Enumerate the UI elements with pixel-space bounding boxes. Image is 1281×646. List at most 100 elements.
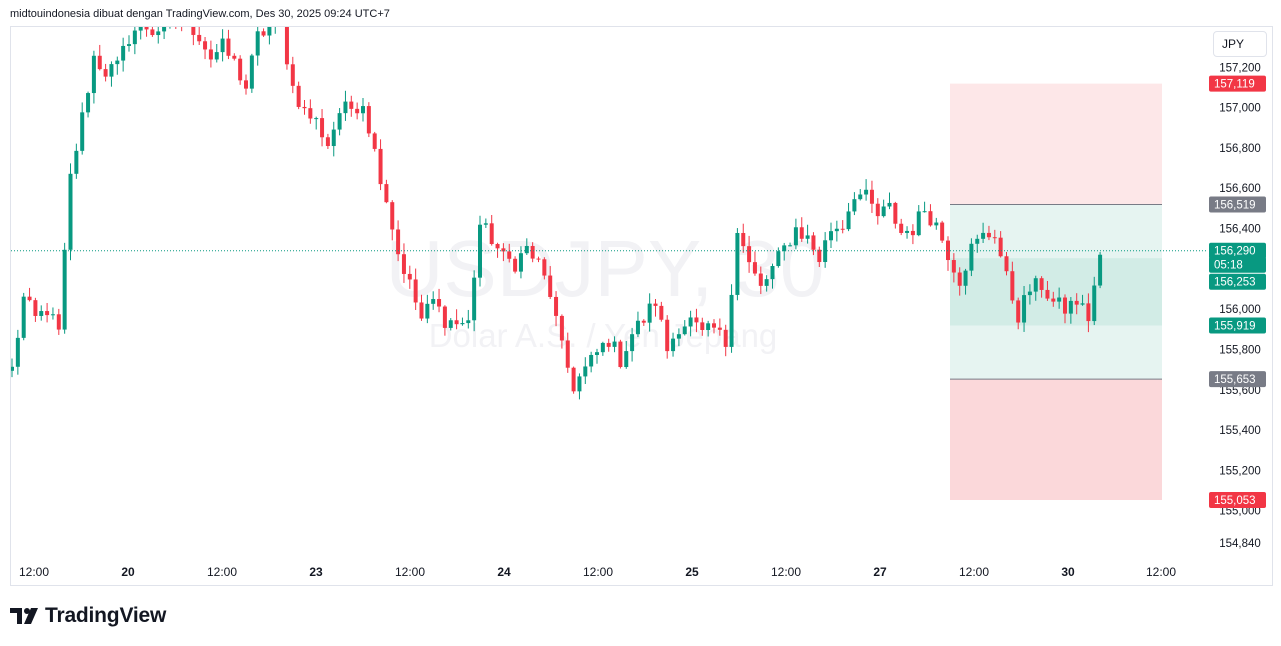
- candle[interactable]: [764, 275, 769, 292]
- candle[interactable]: [279, 14, 283, 26]
- candle[interactable]: [647, 293, 652, 332]
- candle[interactable]: [162, 18, 167, 40]
- price-axis[interactable]: 157,200 157,000 156,800 156,600 156,400 156,0…: [1219, 62, 1261, 550]
- candle[interactable]: [80, 102, 85, 155]
- candle[interactable]: [682, 320, 687, 336]
- candle[interactable]: [817, 246, 822, 267]
- candle[interactable]: [425, 294, 430, 324]
- candle[interactable]: [729, 284, 734, 353]
- candle[interactable]: [261, 28, 266, 37]
- candle[interactable]: [1022, 285, 1027, 332]
- candle[interactable]: [56, 308, 61, 335]
- candle[interactable]: [793, 218, 798, 250]
- candle[interactable]: [331, 121, 336, 157]
- candle[interactable]: [905, 226, 910, 239]
- candle[interactable]: [940, 220, 945, 243]
- candle[interactable]: [1039, 276, 1044, 298]
- candle[interactable]: [1051, 291, 1056, 307]
- candle[interactable]: [197, 26, 202, 45]
- candle[interactable]: [799, 217, 804, 242]
- candle[interactable]: [1016, 297, 1021, 330]
- candle[interactable]: [460, 317, 465, 326]
- candle[interactable]: [284, 14, 289, 70]
- candle[interactable]: [630, 327, 635, 362]
- candle[interactable]: [267, 23, 272, 45]
- candle[interactable]: [881, 199, 886, 218]
- candle[interactable]: [62, 242, 67, 334]
- candle[interactable]: [442, 305, 447, 336]
- current-pnl-zone[interactable]: [950, 258, 1162, 326]
- candle[interactable]: [518, 246, 523, 279]
- candle[interactable]: [21, 292, 26, 341]
- candle[interactable]: [571, 366, 576, 394]
- candle[interactable]: [706, 320, 711, 337]
- candle[interactable]: [589, 351, 594, 373]
- candle[interactable]: [893, 201, 898, 229]
- candle[interactable]: [951, 253, 956, 283]
- candle[interactable]: [208, 40, 213, 68]
- candle[interactable]: [472, 270, 477, 332]
- candle[interactable]: [226, 29, 231, 60]
- candle[interactable]: [782, 242, 787, 261]
- candle[interactable]: [10, 358, 14, 378]
- candle[interactable]: [606, 338, 611, 352]
- candle[interactable]: [355, 102, 360, 120]
- candle[interactable]: [559, 314, 564, 349]
- candle[interactable]: [577, 373, 582, 400]
- candle[interactable]: [1004, 252, 1009, 276]
- candle[interactable]: [1010, 261, 1015, 304]
- candle[interactable]: [548, 266, 553, 300]
- candle[interactable]: [396, 220, 401, 262]
- candle[interactable]: [811, 232, 816, 256]
- candle[interactable]: [542, 257, 547, 280]
- candle[interactable]: [314, 116, 319, 130]
- candle[interactable]: [653, 299, 658, 317]
- stop-loss-zone[interactable]: [950, 83, 1162, 205]
- candle[interactable]: [115, 56, 120, 75]
- candle[interactable]: [168, 11, 172, 29]
- candle[interactable]: [244, 74, 248, 95]
- candle[interactable]: [694, 308, 699, 333]
- candle[interactable]: [618, 339, 623, 369]
- candle[interactable]: [74, 143, 79, 179]
- candle[interactable]: [384, 179, 389, 204]
- candle[interactable]: [378, 139, 383, 191]
- candle[interactable]: [296, 81, 301, 110]
- candle[interactable]: [50, 307, 55, 320]
- candle[interactable]: [916, 205, 921, 237]
- candle[interactable]: [998, 231, 1003, 258]
- candle[interactable]: [33, 297, 38, 322]
- candle[interactable]: [97, 44, 102, 71]
- candle[interactable]: [407, 265, 412, 289]
- loss-zone[interactable]: [950, 379, 1162, 500]
- candle[interactable]: [665, 315, 670, 359]
- candle[interactable]: [109, 61, 114, 87]
- candle[interactable]: [770, 263, 775, 289]
- tradingview-logo[interactable]: TradingView: [10, 603, 166, 629]
- candle[interactable]: [1098, 252, 1103, 289]
- candle[interactable]: [717, 318, 722, 336]
- candle[interactable]: [554, 291, 559, 327]
- candle[interactable]: [437, 288, 442, 313]
- candle[interactable]: [600, 341, 605, 356]
- candle[interactable]: [758, 266, 763, 295]
- candle[interactable]: [454, 309, 459, 330]
- candle[interactable]: [992, 229, 997, 244]
- candle[interactable]: [565, 332, 570, 373]
- candle[interactable]: [15, 329, 20, 375]
- candle[interactable]: [752, 251, 757, 276]
- candle[interactable]: [852, 192, 857, 216]
- candle[interactable]: [180, 12, 184, 32]
- candle[interactable]: [963, 268, 968, 295]
- candle[interactable]: [700, 317, 705, 336]
- candle[interactable]: [776, 247, 781, 268]
- candle[interactable]: [875, 198, 880, 225]
- candle[interactable]: [612, 336, 617, 353]
- candle[interactable]: [489, 215, 494, 246]
- candle[interactable]: [1027, 284, 1032, 305]
- candle[interactable]: [910, 224, 915, 245]
- candle[interactable]: [864, 179, 869, 201]
- candle[interactable]: [946, 236, 950, 271]
- candle[interactable]: [413, 268, 418, 311]
